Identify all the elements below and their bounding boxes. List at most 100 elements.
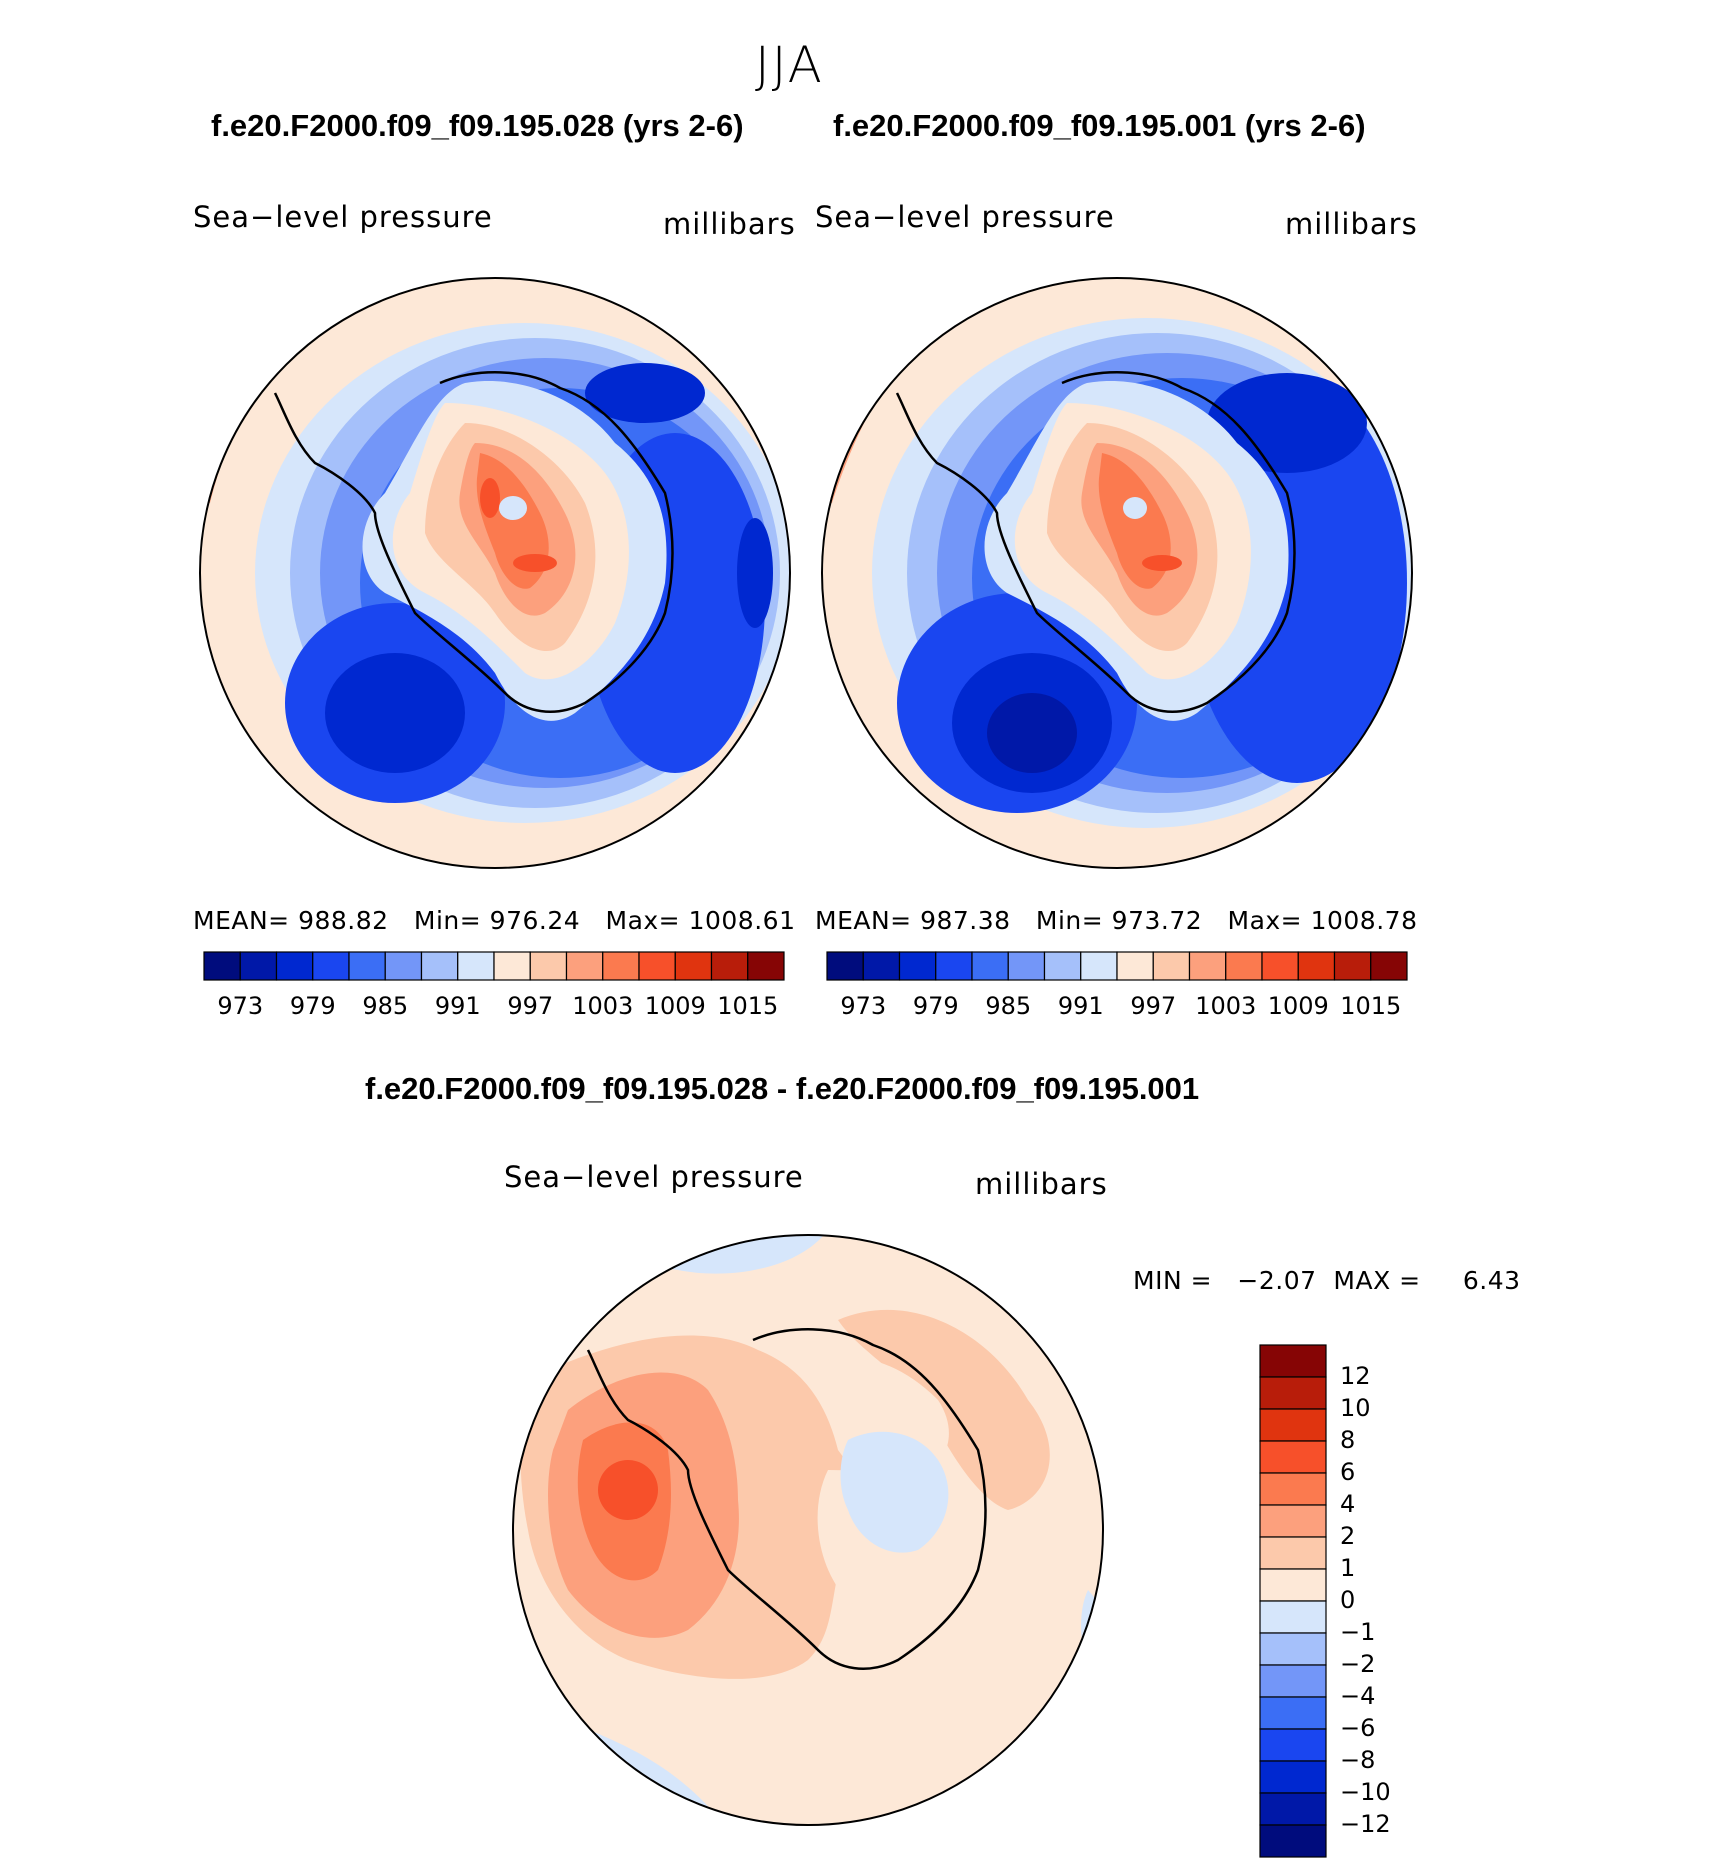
diff-colorbar-swatch	[1259, 1664, 1327, 1698]
diff-max-value: 6.43	[1462, 1266, 1521, 1295]
panel1-units-label: millibars	[663, 207, 796, 241]
panel1-colorbar	[203, 951, 785, 981]
panel1-colorbar-swatch	[638, 951, 676, 981]
panel1-stats: MEAN= 988.82 Min= 976.24 Max= 1008.61	[193, 906, 795, 935]
panel1-colorbar-swatch	[674, 951, 713, 981]
panel1-colorbar-tick-label: 991	[434, 992, 481, 1020]
panel1-mean-label: MEAN=	[193, 906, 290, 935]
panel2-colorbar-swatch	[1116, 951, 1154, 981]
diff-colorbar-swatch	[1259, 1824, 1327, 1858]
diff-colorbar-tick-label: 1	[1340, 1554, 1356, 1582]
panel1-colorbar-swatch	[710, 951, 749, 981]
diff-minmax: MIN = −2.07 MAX = 6.43	[1133, 1266, 1521, 1295]
panel1-colorbar-swatch	[493, 951, 531, 981]
diff-colorbar-tick-label: 4	[1340, 1490, 1356, 1518]
panel1-max-label: Max=	[605, 906, 681, 935]
panel2-colorbar-tick-label: 1015	[1340, 992, 1402, 1020]
panel1-colorbar-tick-label: 997	[507, 992, 554, 1020]
diff-colorbar-swatch	[1259, 1504, 1327, 1538]
diff-colorbar-swatch	[1259, 1344, 1327, 1378]
panel2-max-label: Max=	[1227, 906, 1303, 935]
diff-colorbar	[1259, 1344, 1327, 1858]
panel2-min-value: 973.72	[1111, 906, 1203, 935]
diff-colorbar-tick-label: 2	[1340, 1522, 1356, 1550]
season-title: JJA	[755, 36, 824, 94]
panel2-colorbar-tick-label: 1003	[1195, 992, 1257, 1020]
panel2-colorbar-swatch	[1261, 951, 1299, 981]
panel2-colorbar-swatch	[971, 951, 1009, 981]
diff-colorbar-tick-label: −1	[1340, 1618, 1376, 1646]
diff-colorbar-swatch	[1259, 1376, 1327, 1410]
diff-colorbar-tick-label: 6	[1340, 1458, 1356, 1486]
panel2-colorbar-tick-label: 991	[1057, 992, 1104, 1020]
panel1-colorbar-swatch	[602, 951, 640, 981]
panel2-colorbar-swatch	[1297, 951, 1336, 981]
panel2-colorbar-swatch	[1007, 951, 1046, 981]
panel2-colorbar-tick-label: 1009	[1267, 992, 1329, 1020]
panel1-colorbar-tick-label: 979	[289, 992, 336, 1020]
panel1-colorbar-tick-label: 1003	[572, 992, 634, 1020]
panel2-colorbar-swatch	[826, 951, 864, 981]
diff-colorbar-tick-label: −10	[1340, 1778, 1391, 1806]
diff-min-label: MIN =	[1133, 1266, 1213, 1295]
panel2-variable-label: Sea−level pressure	[815, 200, 1115, 234]
panel1-colorbar-tick-label: 1009	[644, 992, 706, 1020]
panel2-colorbar-tick-label: 973	[840, 992, 887, 1020]
panel1-colorbar-swatch	[312, 951, 350, 981]
diff-max-label: MAX =	[1333, 1266, 1421, 1295]
diff-colorbar-swatch	[1259, 1472, 1327, 1506]
panel2-colorbar-swatch	[1333, 951, 1372, 981]
diff-colorbar-tick-label: −8	[1340, 1746, 1376, 1774]
diff-colorbar-swatch	[1259, 1440, 1327, 1474]
panel2-colorbar-tick-label: 997	[1130, 992, 1177, 1020]
panel1-colorbar-swatch	[457, 951, 495, 981]
panel2-colorbar-swatch	[1152, 951, 1191, 981]
panel1-colorbar-swatch	[420, 951, 459, 981]
diff-colorbar-tick-label: −12	[1340, 1810, 1391, 1838]
diff-units-label: millibars	[975, 1167, 1108, 1201]
diff-colorbar-tick-label: 12	[1340, 1362, 1371, 1390]
diff-colorbar-swatch	[1259, 1408, 1327, 1442]
panel2-units-label: millibars	[1285, 207, 1418, 241]
diff-colorbar-tick-label: −6	[1340, 1714, 1376, 1742]
panel1-colorbar-swatch	[348, 951, 386, 981]
panel1-colorbar-swatch	[384, 951, 423, 981]
diff-colorbar-tick-label: 0	[1340, 1586, 1356, 1614]
panel1-colorbar-swatch	[747, 951, 785, 981]
diff-colorbar-tick-label: 10	[1340, 1394, 1371, 1422]
diff-colorbar-tick-label: −2	[1340, 1650, 1376, 1678]
diff-colorbar-tick-label: −4	[1340, 1682, 1376, 1710]
panel1-mean-value: 988.82	[298, 906, 389, 935]
panel1-colorbar-swatch	[565, 951, 604, 981]
panel1-case-title: f.e20.F2000.f09_f09.195.028 (yrs 2-6)	[211, 108, 744, 143]
diff-colorbar-swatch	[1259, 1696, 1327, 1730]
diff-colorbar-swatch	[1259, 1728, 1327, 1762]
diff-colorbar-swatch	[1259, 1536, 1327, 1570]
panel2-max-value: 1008.78	[1310, 906, 1418, 935]
panel2-colorbar-swatch	[935, 951, 973, 981]
panel2-colorbar-swatch	[1225, 951, 1263, 981]
panel2-stats: MEAN= 987.38 Min= 973.72 Max= 1008.78	[815, 906, 1417, 935]
panel2-mean-value: 987.38	[920, 906, 1011, 935]
diff-variable-label: Sea−level pressure	[504, 1160, 804, 1194]
panel1-colorbar-swatch	[529, 951, 568, 981]
panel2-colorbar-swatch	[1043, 951, 1082, 981]
panel1-colorbar-tick-label: 973	[217, 992, 264, 1020]
panel1-colorbar-swatch	[239, 951, 278, 981]
panel1-colorbar-tick-label: 1015	[717, 992, 779, 1020]
panel2-colorbar-swatch	[1080, 951, 1118, 981]
panel1-polar-map	[199, 277, 791, 869]
diff-colorbar-swatch	[1259, 1568, 1327, 1602]
panel2-min-label: Min=	[1035, 906, 1104, 935]
panel1-colorbar-tick-label: 985	[362, 992, 409, 1020]
diff-colorbar-tick-label: 8	[1340, 1426, 1356, 1454]
panel1-variable-label: Sea−level pressure	[193, 200, 493, 234]
diff-colorbar-swatch	[1259, 1760, 1327, 1794]
panel2-colorbar-swatch	[1188, 951, 1227, 981]
panel2-mean-label: MEAN=	[815, 906, 912, 935]
panel2-colorbar-swatch	[1370, 951, 1408, 981]
diff-title: f.e20.F2000.f09_f09.195.028 - f.e20.F200…	[365, 1071, 1200, 1106]
panel2-colorbar-swatch	[862, 951, 901, 981]
diff-min-value: −2.07	[1237, 1266, 1317, 1295]
panel2-colorbar-tick-label: 979	[912, 992, 959, 1020]
